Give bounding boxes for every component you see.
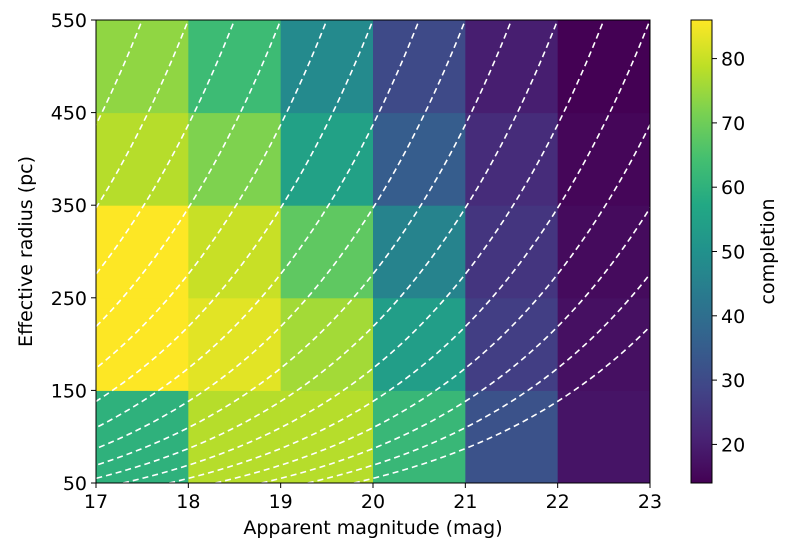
contour-line	[307, 272, 650, 483]
heatmap-cells	[96, 20, 651, 484]
heatmap-cell	[96, 205, 189, 299]
contour-line	[215, 122, 650, 483]
colorbar-tick-label: 60	[721, 177, 745, 199]
y-axis-label: Effective radius (pc)	[15, 156, 37, 347]
heatmap-cell	[465, 297, 559, 391]
y-tick-label: 250	[51, 288, 87, 310]
heatmap-cell	[557, 205, 651, 299]
colorbar-tick-label: 80	[721, 49, 745, 71]
contour-line	[169, 20, 650, 483]
heatmap-cell	[188, 297, 282, 391]
heatmap-cell	[280, 20, 374, 114]
contour-lines	[0, 20, 650, 483]
colorbar-tick-label: 30	[721, 370, 745, 392]
heatmap-cell	[465, 20, 559, 114]
x-tick-label: 19	[269, 491, 293, 513]
heatmap-cell	[373, 20, 466, 114]
colorbar-tick-label: 70	[721, 113, 745, 135]
heatmap-cell	[280, 112, 374, 206]
heatmap-cell	[557, 112, 651, 206]
heatmap-cell	[96, 390, 189, 484]
heatmap-cell	[96, 297, 189, 391]
contour-line	[96, 20, 559, 480]
y-axis: 50 150 250 350 450 550	[51, 10, 96, 495]
colorbar-gradient	[691, 20, 712, 483]
contour-line	[353, 325, 650, 483]
heatmap-cell	[557, 390, 651, 484]
x-tick-label: 23	[638, 491, 662, 513]
x-tick-label: 20	[361, 491, 385, 513]
heatmap-cell	[465, 390, 559, 484]
heatmap-cell	[188, 390, 282, 484]
colorbar-tick-label: 40	[721, 306, 745, 328]
heatmap-cell	[373, 112, 466, 206]
heatmap-cell	[280, 205, 374, 299]
heatmap-cell	[557, 297, 651, 391]
heatmap-cell	[373, 390, 466, 484]
contour-line	[96, 20, 467, 450]
heatmap-cell	[373, 297, 466, 391]
y-tick-label: 550	[51, 10, 87, 32]
y-tick-label: 150	[51, 380, 87, 402]
heatmap-cell	[465, 205, 559, 299]
heatmap-cell	[188, 205, 282, 299]
contour-line	[122, 20, 605, 483]
heatmap-cell	[96, 20, 189, 114]
y-tick-label: 350	[51, 195, 87, 217]
y-tick-label: 450	[51, 103, 87, 125]
x-tick-label: 21	[453, 491, 477, 513]
colorbar-label: completion	[757, 198, 779, 304]
y-tick-label: 50	[63, 473, 87, 495]
x-tick-label: 18	[176, 491, 200, 513]
heatmap-cell	[188, 112, 282, 206]
colorbar-tick-label: 20	[721, 434, 745, 456]
heatmap-cell	[280, 297, 374, 391]
x-axis-label: Apparent magnitude (mag)	[243, 517, 502, 539]
colorbar-tick-label: 50	[721, 242, 745, 264]
heatmap-cell	[373, 205, 466, 299]
contour-line	[96, 20, 420, 429]
contour-line	[0, 20, 4, 483]
contour-line	[261, 206, 650, 483]
heatmap-cell	[96, 112, 189, 206]
x-tick-label: 17	[84, 491, 108, 513]
heatmap-cell	[188, 20, 282, 114]
x-axis: 17 18 19 20 21 22 23	[84, 483, 662, 513]
x-tick-label: 22	[546, 491, 570, 513]
heatmap-cell	[280, 390, 374, 484]
contour-line	[96, 20, 513, 466]
heatmap-cell	[465, 112, 559, 206]
heatmap-cell	[557, 20, 651, 114]
colorbar: 20 30 40 50 60 70 80	[690, 19, 745, 484]
